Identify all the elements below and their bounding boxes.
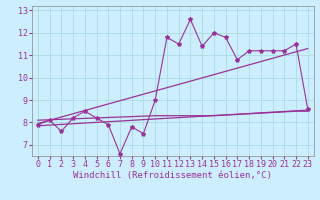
- X-axis label: Windchill (Refroidissement éolien,°C): Windchill (Refroidissement éolien,°C): [73, 171, 272, 180]
